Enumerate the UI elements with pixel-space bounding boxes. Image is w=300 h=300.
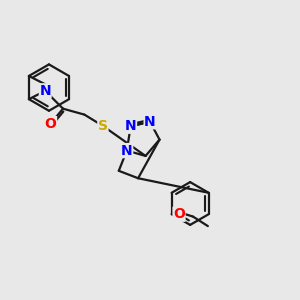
Text: N: N [39, 84, 51, 98]
Text: O: O [173, 207, 185, 221]
Text: N: N [121, 144, 133, 158]
Text: O: O [45, 116, 56, 130]
Text: N: N [125, 119, 136, 133]
Text: S: S [98, 119, 108, 133]
Text: N: N [144, 115, 156, 129]
